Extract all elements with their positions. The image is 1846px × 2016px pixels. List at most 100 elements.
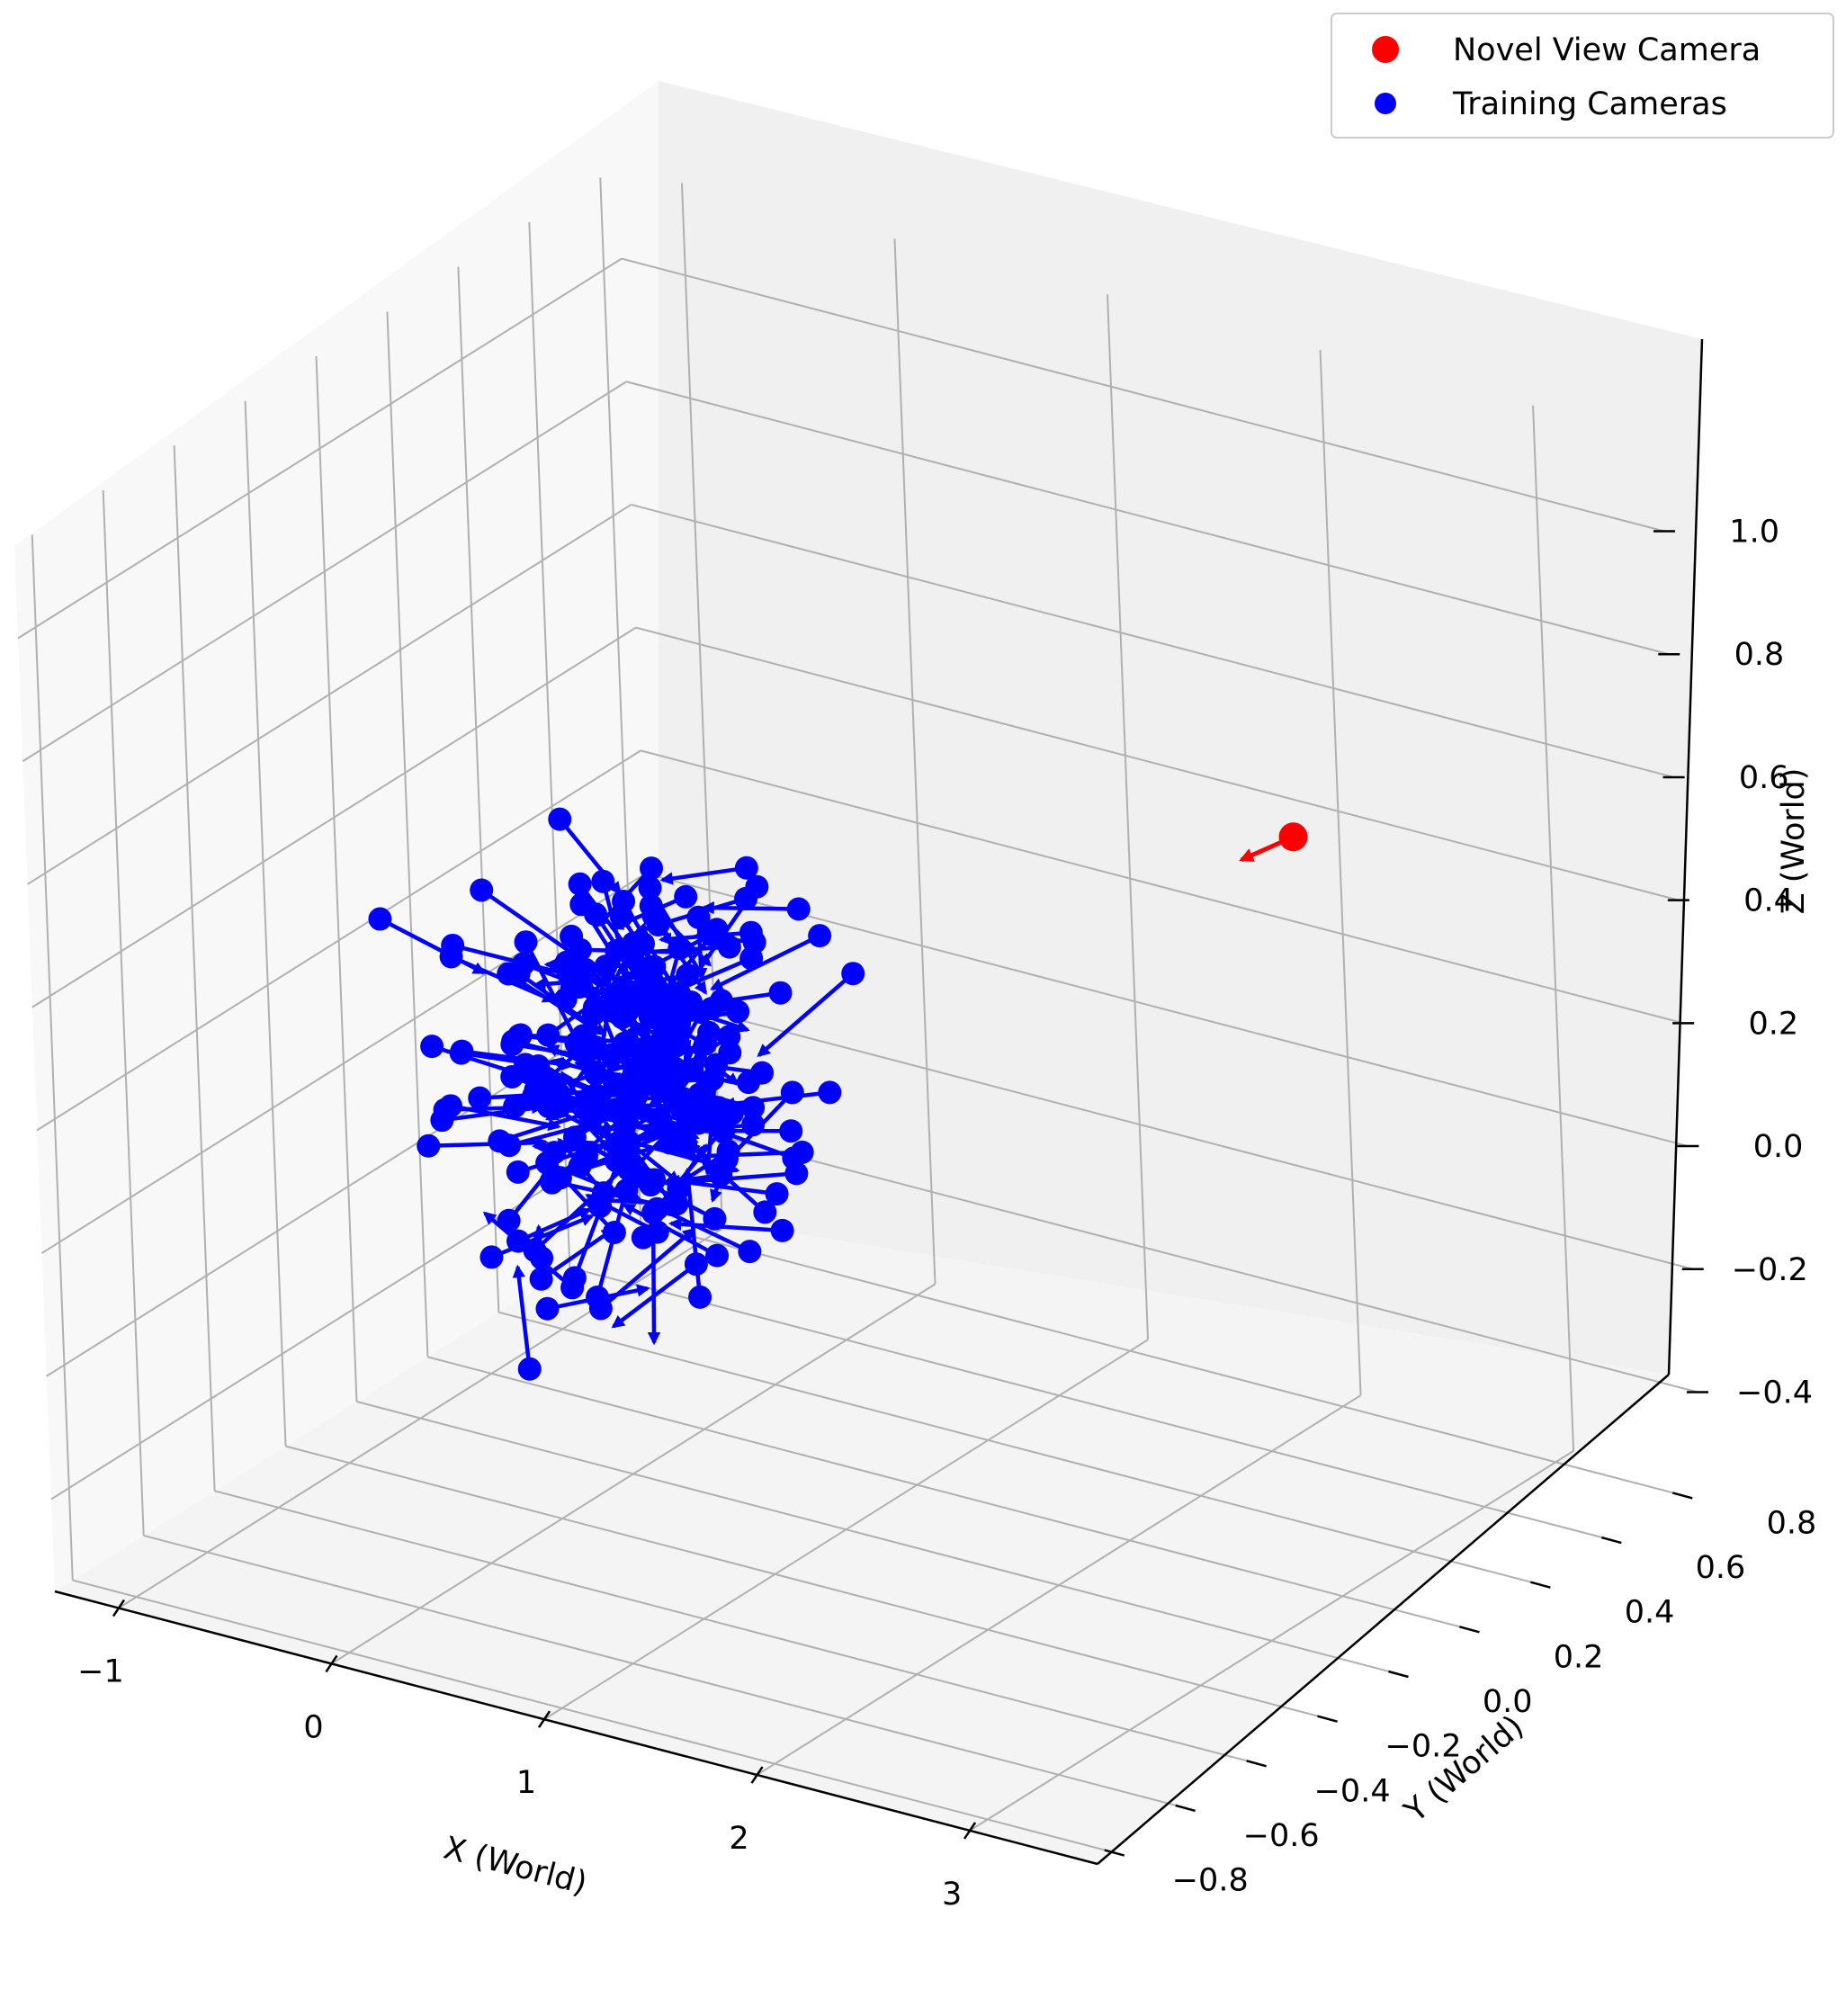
training-camera-point — [661, 1016, 686, 1040]
y-tick-label-8: 0.8 — [1767, 1505, 1817, 1541]
legend-frame — [1331, 13, 1834, 139]
y-tick-label-7: 0.6 — [1696, 1550, 1746, 1586]
training-camera-point — [529, 1068, 553, 1092]
grid-y-floor-1 — [143, 1534, 1187, 1809]
grid-x-back-1 — [893, 238, 936, 1285]
grid-x-back-2 — [1107, 294, 1150, 1340]
legend-marker-training — [1375, 93, 1396, 114]
training-camera-point — [703, 1206, 727, 1231]
training-camera-arrow — [512, 1264, 532, 1370]
training-camera-point — [765, 1182, 789, 1206]
training-camera-arrow — [551, 1163, 616, 1234]
training-camera-point — [470, 878, 494, 902]
y-tick-mark-6 — [1530, 1581, 1551, 1589]
grid-z-back-7 — [621, 257, 1665, 533]
grid-y-left-0 — [31, 534, 74, 1581]
training-camera-point — [507, 1023, 532, 1047]
training-camera-point — [818, 1080, 842, 1105]
training-camera-arrow — [575, 1041, 650, 1063]
training-camera-point — [642, 954, 667, 979]
training-camera-arrow — [533, 1094, 629, 1118]
y-tick-label-2: −0.4 — [1314, 1773, 1391, 1809]
training-camera-point — [569, 892, 594, 917]
novel-view-camera — [1239, 822, 1308, 863]
training-camera-point — [632, 932, 656, 956]
grid-z-back-1 — [650, 995, 1693, 1270]
y-axis-line — [1097, 1374, 1670, 1865]
training-camera-arrow — [614, 949, 678, 1001]
training-camera-point — [640, 856, 664, 881]
training-camera-arrow — [553, 1141, 671, 1181]
training-camera-point — [568, 872, 592, 896]
training-camera-arrow — [517, 972, 607, 1036]
training-camera-arrow — [517, 1207, 592, 1243]
y-tick-mark-3 — [1317, 1715, 1338, 1723]
training-camera-point — [631, 1225, 655, 1250]
grid-y-left-2 — [173, 445, 216, 1492]
grid-x-back-3 — [1319, 350, 1362, 1396]
training-camera-point — [562, 1125, 587, 1150]
training-camera-point — [641, 903, 666, 927]
training-camera-point — [790, 1140, 814, 1164]
grid-y-floor-7 — [569, 1267, 1613, 1542]
grid-y-floor-8 — [641, 1222, 1684, 1497]
training-camera-point — [517, 1357, 542, 1381]
training-camera-arrow — [461, 1051, 544, 1071]
grid-z-back-6 — [626, 381, 1670, 656]
training-camera-point — [705, 1243, 730, 1268]
training-camera-arrow — [611, 1262, 698, 1329]
training-camera-arrow — [652, 1205, 751, 1254]
grid-lines — [17, 177, 1698, 1854]
training-camera-arrow — [450, 1104, 561, 1132]
grid-z-back-0 — [654, 1118, 1698, 1393]
x-tick-mark-4 — [963, 1822, 977, 1840]
training-camera-arrow — [479, 888, 581, 960]
grid-z-left-7 — [17, 257, 623, 640]
training-camera-point — [779, 1119, 803, 1143]
training-camera-point — [514, 930, 538, 954]
legend: Novel View Camera Training Cameras — [1331, 13, 1834, 139]
floor-pane — [55, 1212, 1669, 1864]
z-tick-label-6: 0.8 — [1734, 637, 1785, 673]
z-tick-label-7: 1.0 — [1729, 515, 1779, 551]
grid-y-floor-6 — [498, 1311, 1542, 1586]
y-tick-mark-2 — [1246, 1760, 1267, 1768]
y-tick-mark-8 — [1671, 1492, 1693, 1500]
z-tick-label-0: −0.4 — [1736, 1375, 1813, 1411]
training-camera-arrow — [595, 1177, 633, 1298]
training-camera-point — [562, 1266, 587, 1290]
z-tick-label-3: 0.2 — [1748, 1006, 1798, 1042]
training-camera-point — [591, 869, 615, 893]
x-tick-label-1: 0 — [303, 1709, 323, 1745]
training-camera-point — [780, 1080, 804, 1105]
grid-z-left-2 — [40, 873, 646, 1254]
training-camera-arrow — [431, 1044, 537, 1082]
grid-z-back-4 — [635, 626, 1680, 901]
y-tick-label-5: 0.2 — [1554, 1639, 1604, 1675]
x-tick-label-2: 1 — [516, 1765, 536, 1801]
x-tick-label-0: −1 — [77, 1654, 124, 1690]
training-camera-arrow — [570, 986, 679, 1048]
grid-z-left-1 — [46, 995, 651, 1377]
grid-x-back-4 — [1532, 405, 1575, 1451]
training-camera-arrow — [490, 1214, 595, 1259]
training-camera-arrow — [462, 1049, 575, 1071]
training-camera-point — [417, 1133, 441, 1158]
training-camera-point — [420, 1035, 444, 1059]
training-camera-point — [479, 1245, 504, 1269]
training-camera-point — [739, 920, 763, 945]
novel-camera-point — [1278, 822, 1308, 852]
training-camera-point — [786, 897, 811, 921]
training-camera-point — [738, 1240, 762, 1264]
training-camera-arrow — [633, 896, 747, 935]
training-camera-point — [497, 1208, 521, 1232]
y-axis-label: Y (World) — [1397, 1708, 1530, 1830]
training-camera-point — [569, 937, 593, 962]
grid-y-floor-5 — [427, 1356, 1471, 1631]
grid-y-floor-3 — [285, 1445, 1329, 1720]
legend-label-novel: Novel View Camera — [1453, 32, 1761, 68]
training-camera-point — [529, 1267, 553, 1291]
y-tick-mark-5 — [1459, 1626, 1480, 1634]
training-camera-arrow — [641, 1074, 754, 1110]
